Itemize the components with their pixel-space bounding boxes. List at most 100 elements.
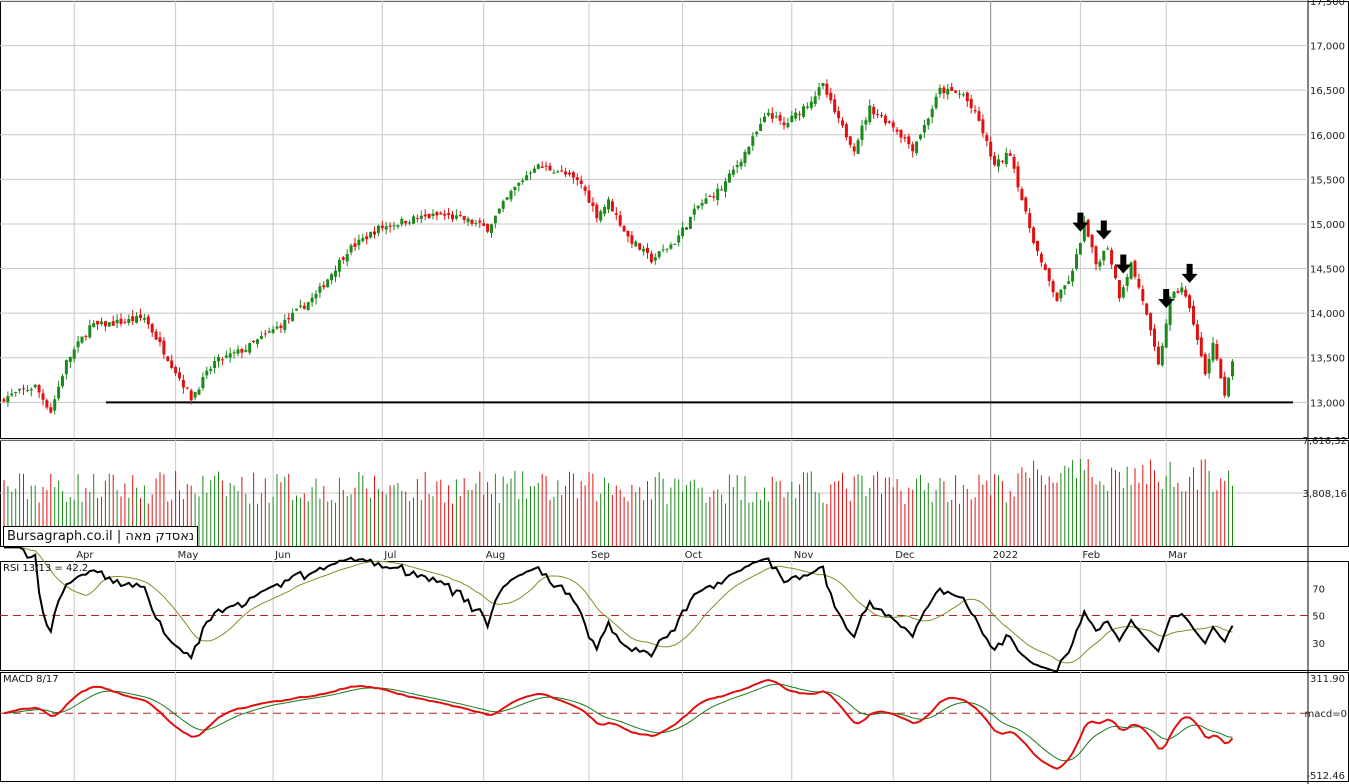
candle-body (326, 279, 330, 288)
candle-body (41, 393, 45, 400)
candle-body (14, 392, 18, 394)
candle-body (92, 323, 96, 328)
candle-body (220, 359, 224, 361)
candle-body (158, 337, 162, 343)
candle-body (209, 368, 213, 371)
candle-body (84, 335, 88, 337)
candle-body (1004, 152, 1008, 165)
candle-body (119, 318, 123, 324)
candle-body (509, 190, 513, 200)
candle-body (903, 137, 907, 139)
candle-body (127, 318, 131, 323)
candle-body (1106, 248, 1110, 250)
candle-body (412, 216, 415, 224)
candle-body (517, 182, 521, 186)
candle-body (376, 225, 380, 233)
candle-body (232, 352, 236, 354)
candle-body (1028, 213, 1032, 229)
candle-body (505, 197, 509, 200)
candle-body (634, 241, 638, 247)
price-tick-label: 13,500 (1310, 354, 1345, 365)
month-label: Oct (685, 550, 702, 561)
month-label: May (178, 550, 199, 561)
candle-body (423, 214, 427, 217)
candle-body (1024, 197, 1028, 212)
candle-body (961, 94, 965, 96)
candle-body (922, 125, 926, 133)
brand-label: Bursagraph.co.il | נאסדק מאה (3, 526, 199, 547)
candle-body (552, 172, 556, 174)
candle-body (1071, 270, 1075, 282)
candle-body (646, 247, 649, 253)
candle-body (57, 386, 61, 399)
candle-body (669, 244, 673, 249)
month-label: Sep (591, 550, 610, 561)
brand-instrument: נאסדק מאה (125, 529, 195, 544)
candle-body (790, 115, 794, 122)
candle-body (482, 223, 486, 226)
rsi-label: RSI 13/13 = 42.2 (3, 563, 88, 574)
candle-body (1055, 292, 1059, 301)
candle-body (685, 227, 688, 230)
candle-body (68, 356, 72, 362)
candle-body (665, 248, 669, 250)
macd-tick-label: -512.46 (1306, 771, 1345, 782)
candle-body (353, 243, 357, 247)
candle-body (6, 396, 10, 403)
candle-body (181, 379, 185, 388)
candle-body (306, 302, 310, 311)
candle-body (154, 331, 158, 340)
candle-body (774, 116, 778, 118)
candle-body (950, 87, 954, 92)
candle-body (267, 331, 271, 333)
rsi-tick-label: 70 (1312, 584, 1325, 595)
candle-body (868, 105, 872, 123)
candle-body (759, 123, 763, 131)
candle-body (568, 172, 571, 175)
candle-body (1063, 285, 1067, 290)
candle-body (201, 377, 205, 389)
candle-body (755, 131, 759, 135)
down-arrow-marker (1095, 220, 1112, 240)
candle-body (150, 324, 154, 333)
candle-body (786, 123, 790, 128)
candle-body (1203, 354, 1207, 375)
candle-body (841, 120, 844, 126)
candle-body (965, 92, 969, 102)
brand-site: Bursagraph.co.il (7, 529, 113, 544)
candle-body (392, 225, 396, 227)
down-arrow-marker (1072, 212, 1089, 232)
price-tick-label: 16,500 (1310, 86, 1345, 97)
candle-body (907, 136, 911, 145)
candle-body (447, 213, 451, 216)
macd-tick-label: 311.90 (1310, 674, 1345, 685)
candle-body (926, 118, 930, 126)
rsi-tick-label: 50 (1312, 612, 1325, 623)
candle-body (486, 224, 490, 232)
candle-body (1125, 276, 1129, 286)
candle-body (1012, 156, 1016, 169)
candle-body (883, 115, 887, 124)
candle-body (1121, 287, 1125, 298)
month-label: Feb (1082, 550, 1100, 561)
candle-body (107, 322, 111, 327)
candle-body (310, 297, 314, 303)
candle-body (1082, 221, 1086, 242)
candle-body (103, 321, 107, 327)
rsi-tick-label: 30 (1312, 639, 1325, 650)
candle-body (825, 83, 829, 95)
candle-body (458, 215, 462, 217)
candle-body (170, 360, 174, 368)
candle-body (139, 314, 142, 318)
candle-body (76, 341, 80, 348)
candle-body (536, 164, 540, 169)
down-arrow-marker (1115, 254, 1132, 274)
price-tick-label: 17,500 (1310, 0, 1345, 8)
candle-body (891, 122, 895, 128)
candle-body (1020, 188, 1024, 201)
rsi-line (4, 546, 1234, 673)
candle-body (782, 122, 786, 126)
candle-body (610, 201, 614, 212)
month-label: Apr (76, 550, 94, 561)
